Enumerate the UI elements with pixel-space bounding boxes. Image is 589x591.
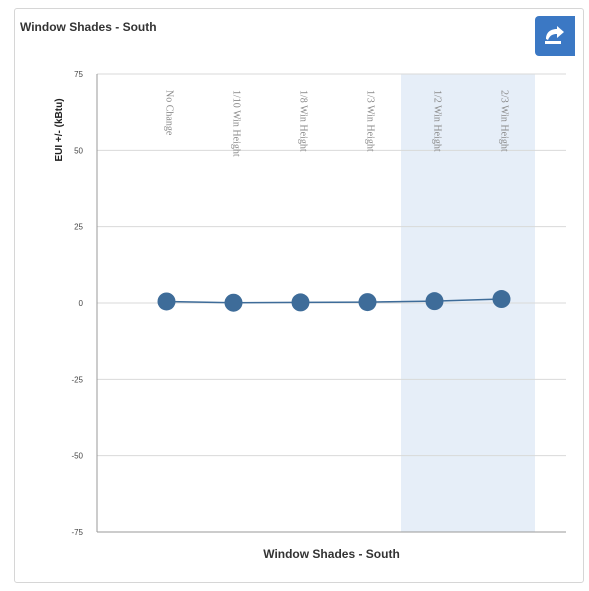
category-label: 1/10 Win Height — [231, 90, 242, 157]
data-point — [358, 293, 377, 312]
y-tick-label: -25 — [71, 375, 83, 384]
category-label: 2/3 Win Height — [499, 90, 510, 152]
data-point — [291, 293, 310, 312]
series-line — [166, 298, 502, 304]
category-label: 1/2 Win Height — [432, 90, 443, 152]
export-icon — [542, 25, 568, 47]
card-title: Window Shades - South — [20, 20, 157, 34]
data-point — [425, 292, 444, 311]
category-label: 1/3 Win Height — [365, 90, 376, 152]
y-tick-label: 75 — [74, 70, 83, 79]
y-axis-title: EUI +/- (kBtu) — [54, 98, 65, 161]
category-label: 1/8 Win Height — [298, 90, 309, 152]
y-tick-label: 25 — [74, 223, 83, 232]
y-tick-label: 50 — [74, 146, 83, 155]
data-point — [157, 292, 176, 311]
data-point — [224, 293, 243, 312]
category-label: No Change — [164, 90, 175, 136]
export-button[interactable] — [535, 16, 575, 56]
data-point — [492, 290, 511, 309]
y-tick-label: 0 — [79, 299, 84, 308]
x-axis-title: Window Shades - South — [263, 547, 400, 561]
y-tick-label: -50 — [71, 452, 83, 461]
y-tick-label: -75 — [71, 528, 83, 537]
